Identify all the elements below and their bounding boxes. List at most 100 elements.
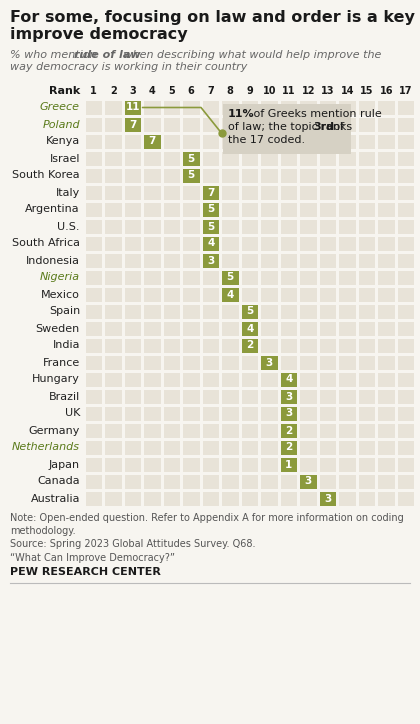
FancyBboxPatch shape [202,151,219,166]
FancyBboxPatch shape [163,101,180,114]
FancyBboxPatch shape [261,390,278,403]
FancyBboxPatch shape [222,390,239,403]
Text: Greece: Greece [40,103,80,112]
FancyBboxPatch shape [378,305,394,319]
Text: Sweden: Sweden [36,324,80,334]
FancyBboxPatch shape [124,440,141,455]
Text: Brazil: Brazil [49,392,80,402]
FancyBboxPatch shape [300,424,317,437]
FancyBboxPatch shape [281,492,297,505]
FancyBboxPatch shape [163,135,180,148]
FancyBboxPatch shape [339,253,355,267]
FancyBboxPatch shape [320,440,336,455]
FancyBboxPatch shape [163,203,180,216]
FancyBboxPatch shape [105,287,121,301]
FancyBboxPatch shape [359,271,375,285]
FancyBboxPatch shape [261,424,278,437]
FancyBboxPatch shape [261,135,278,148]
FancyBboxPatch shape [183,101,200,114]
Text: 4: 4 [246,324,253,334]
FancyBboxPatch shape [202,169,219,182]
FancyBboxPatch shape [281,373,297,387]
FancyBboxPatch shape [378,440,394,455]
FancyBboxPatch shape [378,151,394,166]
Text: 15: 15 [360,85,373,96]
FancyBboxPatch shape [105,355,121,369]
FancyBboxPatch shape [359,458,375,471]
FancyBboxPatch shape [144,203,160,216]
Text: of law; the topic ranks: of law; the topic ranks [228,122,355,132]
FancyBboxPatch shape [105,373,121,387]
FancyBboxPatch shape [241,237,258,251]
FancyBboxPatch shape [378,321,394,335]
FancyBboxPatch shape [261,474,278,489]
FancyBboxPatch shape [86,169,102,182]
FancyBboxPatch shape [281,203,297,216]
FancyBboxPatch shape [241,406,258,421]
FancyBboxPatch shape [105,305,121,319]
FancyBboxPatch shape [124,253,141,267]
FancyBboxPatch shape [86,321,102,335]
FancyBboxPatch shape [320,253,336,267]
FancyBboxPatch shape [163,355,180,369]
FancyBboxPatch shape [163,305,180,319]
FancyBboxPatch shape [202,474,219,489]
FancyBboxPatch shape [202,492,219,505]
FancyBboxPatch shape [222,185,239,200]
FancyBboxPatch shape [359,253,375,267]
FancyBboxPatch shape [339,271,355,285]
FancyBboxPatch shape [359,237,375,251]
FancyBboxPatch shape [124,492,141,505]
FancyBboxPatch shape [183,287,200,301]
FancyBboxPatch shape [320,151,336,166]
FancyBboxPatch shape [397,339,414,353]
FancyBboxPatch shape [359,117,375,132]
FancyBboxPatch shape [241,151,258,166]
FancyBboxPatch shape [261,253,278,267]
FancyBboxPatch shape [320,355,336,369]
Text: 3rd: 3rd [313,122,334,132]
FancyBboxPatch shape [105,135,121,148]
FancyBboxPatch shape [105,321,121,335]
FancyBboxPatch shape [281,458,297,471]
Text: 4: 4 [207,238,215,248]
FancyBboxPatch shape [222,321,239,335]
FancyBboxPatch shape [281,219,297,234]
FancyBboxPatch shape [105,458,121,471]
FancyBboxPatch shape [105,117,121,132]
FancyBboxPatch shape [86,101,102,114]
FancyBboxPatch shape [144,390,160,403]
FancyBboxPatch shape [183,203,200,216]
FancyBboxPatch shape [281,321,297,335]
FancyBboxPatch shape [202,117,219,132]
FancyBboxPatch shape [183,219,200,234]
FancyBboxPatch shape [241,305,258,319]
FancyBboxPatch shape [281,117,297,132]
FancyBboxPatch shape [202,237,219,251]
FancyBboxPatch shape [281,169,297,182]
FancyBboxPatch shape [241,305,258,319]
FancyBboxPatch shape [105,203,121,216]
FancyBboxPatch shape [261,440,278,455]
FancyBboxPatch shape [144,117,160,132]
FancyBboxPatch shape [241,185,258,200]
FancyBboxPatch shape [359,355,375,369]
FancyBboxPatch shape [320,287,336,301]
FancyBboxPatch shape [144,135,160,148]
FancyBboxPatch shape [281,458,297,471]
FancyBboxPatch shape [320,424,336,437]
FancyBboxPatch shape [86,253,102,267]
FancyBboxPatch shape [124,373,141,387]
FancyBboxPatch shape [183,440,200,455]
FancyBboxPatch shape [202,339,219,353]
FancyBboxPatch shape [144,219,160,234]
FancyBboxPatch shape [202,424,219,437]
FancyBboxPatch shape [222,373,239,387]
FancyBboxPatch shape [241,321,258,335]
FancyBboxPatch shape [144,339,160,353]
FancyBboxPatch shape [320,219,336,234]
FancyBboxPatch shape [261,271,278,285]
FancyBboxPatch shape [241,253,258,267]
Text: Australia: Australia [31,494,80,503]
FancyBboxPatch shape [223,104,351,154]
